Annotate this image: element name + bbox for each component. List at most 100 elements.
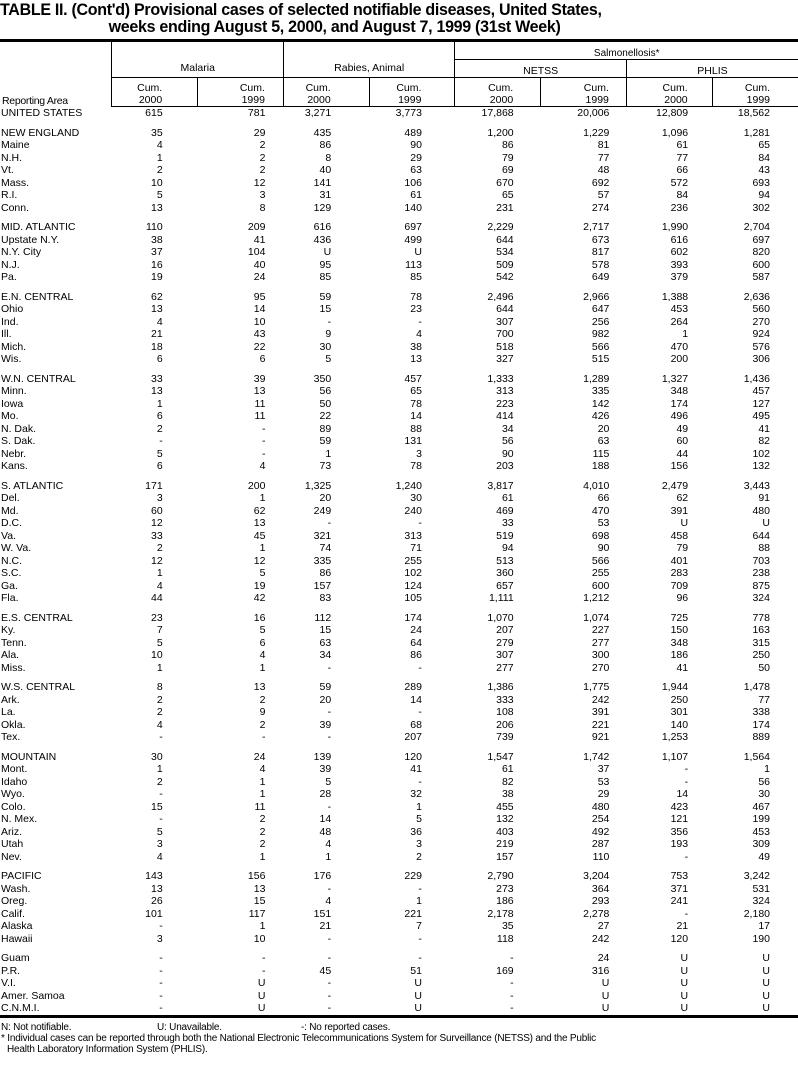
table-row: Minn. 13 13 56 65 313 335 348 457 <box>0 385 798 398</box>
value-cell: U <box>601 977 610 989</box>
value-cell: 62 <box>151 290 163 303</box>
value-cell: 94 <box>501 542 514 554</box>
value-cell: 693 <box>752 176 770 189</box>
value-cell: U <box>601 989 610 1002</box>
reporting-area-cell: Mich. <box>1 340 27 353</box>
value-cell: - <box>418 952 422 964</box>
reporting-area-cell: Mass. <box>1 176 30 189</box>
reporting-area-cell: Wyo. <box>1 788 25 800</box>
reporting-area-cell: E.N. CENTRAL <box>1 290 74 303</box>
value-cell: 64 <box>410 636 422 649</box>
value-cell: 86 <box>501 139 514 151</box>
table-row: R.I. 5 3 31 61 65 57 84 94 <box>0 189 798 202</box>
value-cell: 139 <box>313 750 332 763</box>
value-cell: 403 <box>496 825 514 838</box>
group-spacer <box>0 863 798 870</box>
table-row-region: MID. ATLANTIC 110 209 616 697 2,229 2,717 1,990… <box>0 221 798 234</box>
value-cell: 778 <box>752 611 770 624</box>
table-row: Ala. 10 4 34 86 307 300 186 250 <box>0 649 798 662</box>
value-cell: 35 <box>501 920 514 932</box>
reporting-area-cell: Maine <box>1 139 30 151</box>
reporting-area-cell: P.R. <box>1 964 21 977</box>
value-cell: 333 <box>496 693 514 706</box>
value-cell: 79 <box>501 151 514 164</box>
value-cell: 90 <box>597 542 610 554</box>
table-row-region: UNITED STATES 615 781 3,271 3,773 17,868 20,00… <box>0 107 798 120</box>
value-cell: 587 <box>752 271 770 283</box>
table-row: W. Va. 2 1 74 71 94 90 79 88 <box>0 542 798 555</box>
header-cum-label: Cum. <box>744 82 770 94</box>
value-cell: 401 <box>670 554 689 567</box>
value-cell: U <box>762 517 770 529</box>
value-cell: 62 <box>676 492 689 504</box>
value-cell: 15 <box>151 800 163 813</box>
table-row: Nev. 4 1 1 2 157 110 - 49 <box>0 851 798 864</box>
value-cell: 61 <box>501 492 514 504</box>
value-cell: 306 <box>752 353 770 365</box>
value-cell: 118 <box>496 932 514 945</box>
value-cell: 68 <box>410 718 422 731</box>
value-cell: 2,229 <box>487 221 514 233</box>
value-cell: 982 <box>591 328 610 340</box>
value-cell: 249 <box>313 504 332 517</box>
value-cell: 30 <box>319 340 332 353</box>
reporting-area-cell: Pa. <box>1 271 17 283</box>
value-cell: 277 <box>591 636 610 649</box>
value-cell: 692 <box>591 176 610 189</box>
value-cell: 3 <box>156 932 163 945</box>
value-cell: 29 <box>597 788 610 800</box>
value-cell: 1,111 <box>488 592 514 604</box>
value-cell: 131 <box>404 435 422 447</box>
table-row: Ark. 2 2 20 14 333 242 250 77 <box>0 694 798 707</box>
value-cell: 41 <box>253 233 266 246</box>
value-cell: 5 <box>325 353 332 365</box>
value-cell: 22 <box>319 410 332 422</box>
value-cell: 1,327 <box>661 372 689 385</box>
value-cell: 5 <box>156 636 163 649</box>
table-row: Mass. 10 12 141 106 670 692 572 693 <box>0 177 798 190</box>
value-cell: 250 <box>752 649 770 661</box>
reporting-area-cell: W.N. CENTRAL <box>1 372 76 385</box>
value-cell: 499 <box>404 233 422 246</box>
value-cell: 91 <box>758 492 770 504</box>
value-cell: 4 <box>156 850 163 863</box>
value-cell: 45 <box>253 529 266 542</box>
value-cell: 50 <box>319 397 332 410</box>
value-cell: 61 <box>501 763 514 775</box>
value-cell: 65 <box>410 385 422 397</box>
value-cell: 264 <box>670 315 689 328</box>
header-cum-1999-col-7: Cum. 1999 <box>711 77 798 107</box>
value-cell: 22 <box>253 340 266 353</box>
value-cell: U <box>680 1002 689 1014</box>
value-cell: 255 <box>591 567 610 579</box>
value-cell: 1 <box>416 895 422 907</box>
table-row: Mo. 6 11 22 14 414 426 496 495 <box>0 410 798 423</box>
reporting-area-cell: Wash. <box>1 882 31 895</box>
value-cell: 542 <box>496 271 514 283</box>
table-row: Conn. 13 8 129 140 231 274 236 302 <box>0 202 798 215</box>
reporting-area-cell: Conn. <box>1 201 30 214</box>
table-row: S.C. 1 5 86 102 360 255 283 238 <box>0 567 798 580</box>
value-cell: 1,289 <box>583 372 610 385</box>
value-cell: 113 <box>405 258 422 271</box>
value-cell: - <box>327 731 332 743</box>
value-cell: 725 <box>670 611 689 624</box>
value-cell: 32 <box>410 788 422 800</box>
reporting-area-cell: Idaho <box>1 775 28 788</box>
value-cell: 169 <box>496 964 514 977</box>
reporting-area-cell: Oreg. <box>1 895 28 907</box>
table-row: Ill. 21 43 9 4 700 982 1 924 <box>0 328 798 341</box>
value-cell: - <box>418 706 422 718</box>
value-cell: 8 <box>259 201 266 214</box>
value-cell: 1,074 <box>583 611 610 624</box>
value-cell: 59 <box>319 681 332 693</box>
value-cell: 426 <box>591 410 610 422</box>
value-cell: 11 <box>254 800 266 813</box>
value-cell: 49 <box>676 422 689 435</box>
value-cell: 51 <box>410 964 422 977</box>
value-cell: 1 <box>259 492 266 504</box>
value-cell: 156 <box>247 870 266 882</box>
group-spacer <box>0 214 798 221</box>
value-cell: 209 <box>247 221 266 233</box>
value-cell: 313 <box>404 529 422 542</box>
